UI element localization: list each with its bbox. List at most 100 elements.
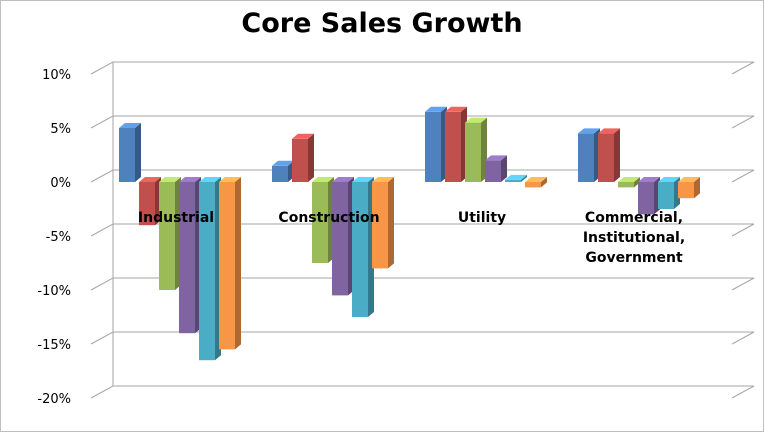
bar-side — [235, 177, 241, 350]
bar-top — [425, 106, 447, 112]
bar-top — [199, 177, 221, 182]
bar-top — [485, 155, 507, 161]
y-axis-ticks: 10% 5% 0% -5% -10% -15% -20% — [37, 68, 71, 407]
category-label: Construction — [278, 210, 379, 226]
bar — [578, 128, 600, 182]
bar-top — [598, 128, 620, 134]
bar-top — [312, 177, 334, 182]
bar-top — [159, 177, 181, 182]
bar-top — [139, 177, 161, 182]
bar — [119, 123, 141, 182]
bar-top — [658, 177, 680, 182]
bar — [292, 133, 314, 182]
bar-side — [614, 128, 620, 182]
y-tick-label: -10% — [37, 284, 71, 299]
bar-top — [119, 123, 141, 128]
bar — [638, 177, 660, 215]
bar-front — [618, 182, 634, 188]
gridline — [90, 223, 755, 237]
bar-front — [465, 122, 481, 182]
bar-front — [332, 182, 348, 296]
bar-front — [445, 111, 461, 182]
bar-side — [308, 133, 314, 182]
bar — [332, 177, 354, 296]
bar-top — [332, 177, 354, 182]
bar-front — [505, 179, 521, 182]
bar — [505, 174, 527, 182]
bar — [445, 106, 467, 182]
y-tick-label: 10% — [42, 68, 71, 83]
gridline — [90, 331, 755, 345]
bar — [219, 177, 241, 350]
bar-top — [179, 177, 201, 182]
bar — [425, 106, 447, 182]
bar — [179, 177, 201, 334]
gridline — [90, 115, 755, 129]
bar-front — [139, 182, 155, 226]
bar-front — [658, 182, 674, 209]
chart-title: Core Sales Growth — [241, 8, 523, 39]
bar-front — [179, 182, 195, 334]
bar-front — [638, 182, 654, 215]
bar-front — [352, 182, 368, 317]
bar-top — [272, 160, 294, 166]
bar-front — [372, 182, 388, 269]
bar-front — [312, 182, 328, 263]
bar-top — [352, 177, 374, 182]
bar-side — [501, 155, 507, 182]
bar — [618, 177, 640, 188]
bar-front — [425, 111, 441, 182]
bar-top — [465, 117, 487, 123]
bar-front — [598, 133, 614, 182]
bar — [272, 160, 294, 182]
category-label: Industrial — [138, 210, 214, 226]
bar-top — [618, 177, 640, 182]
bar — [485, 155, 507, 182]
bar — [598, 128, 620, 182]
bar — [525, 177, 547, 188]
bar-side — [541, 177, 547, 188]
bar-top — [292, 133, 314, 139]
bar-side — [694, 177, 700, 199]
bar-top — [372, 177, 394, 182]
bar-top — [445, 106, 467, 112]
bar-front — [272, 165, 288, 182]
bar-front — [159, 182, 175, 290]
bar-front — [219, 182, 235, 350]
gridline — [90, 385, 755, 399]
bars — [119, 106, 700, 361]
bar-top — [219, 177, 241, 182]
bar-side — [634, 177, 640, 188]
bar-front — [119, 128, 135, 182]
category-label: Commercial, Institutional, Government — [583, 210, 685, 266]
bar-side — [135, 123, 141, 182]
bar — [658, 177, 680, 209]
bar-front — [578, 133, 594, 182]
bar — [159, 177, 181, 290]
bar-top — [638, 177, 660, 182]
bar-top — [505, 174, 527, 180]
bar-top — [578, 128, 600, 134]
y-tick-label: -20% — [37, 392, 71, 407]
bar-front — [678, 182, 694, 199]
y-tick-label: 5% — [50, 122, 71, 137]
category-label: Utility — [458, 210, 506, 226]
bar — [199, 177, 221, 361]
y-tick-label: 0% — [50, 176, 71, 191]
y-tick-label: -15% — [37, 338, 71, 353]
gridline — [90, 277, 755, 291]
category-labels: Industrial Construction Utility Commercial,… — [138, 210, 685, 266]
bar-top — [678, 177, 700, 182]
bar-top — [525, 177, 547, 182]
bar — [352, 177, 374, 317]
gridline — [90, 61, 755, 75]
y-tick-label: -5% — [46, 230, 71, 245]
bar-side — [388, 177, 394, 269]
bar-front — [199, 182, 215, 361]
bar-side — [521, 174, 527, 182]
bar-front — [525, 182, 541, 188]
bar — [678, 177, 700, 199]
bar — [465, 117, 487, 182]
bar — [372, 177, 394, 269]
